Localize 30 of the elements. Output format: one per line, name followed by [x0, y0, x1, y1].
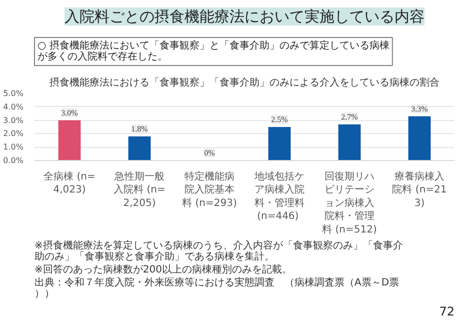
bar [268, 127, 291, 160]
text: ※摂食機能療法を算定している病棟のうち、介入内容が「食事観察のみ」「食事介助のみ」「食事観察と食事介助」である病棟を集計。 [34, 240, 403, 262]
y-tick-label: 5.0% [3, 89, 24, 98]
text: ※回答のあった病棟数が200以上の病棟種別のみを記載。 [34, 264, 292, 276]
data-label: 3.0% [61, 108, 78, 118]
chart-title: 入院料ごとの摂食機能療法において実施している内容 [64, 8, 424, 26]
x-tick-label: 療養病棟入院料 (n=213) [392, 170, 447, 209]
x-tick-label: 急性期一般入院料 (n=2,205) [114, 170, 166, 209]
x-tick-label: 特定機能病院入院基本料 (n=293) [182, 170, 237, 209]
text: 72 [439, 304, 455, 318]
y-tick-label: 0.0% [3, 156, 24, 165]
text: 摂食機能療法における「食事観察」「食事介助」のみによる介入をしている病棟の割合 [50, 76, 440, 88]
bar [128, 136, 151, 160]
bar [338, 124, 361, 160]
data-label: 1.8% [131, 124, 148, 134]
y-tick-label: 2.0% [3, 129, 24, 138]
bar [408, 116, 431, 160]
x-tick-label: 地域包括ケア病棟入院料・管理料 (n=446) [254, 170, 304, 222]
data-label: 2.7% [341, 112, 358, 122]
chart-subtitle: ○ 摂食機能療法において「食事観察」と「食事介助」のみで算定している病棟が多くの入院料で存在した。 [38, 40, 390, 62]
bar [58, 120, 81, 160]
y-tick-label: 3.0% [3, 116, 24, 125]
x-tick-label: 回復期リハビリテーション病棟入院料・管理料 (n=512) [322, 170, 377, 236]
data-label: 0% [204, 148, 216, 158]
y-tick-label: 4.0% [3, 102, 24, 112]
y-tick-label: 1.0% [3, 142, 24, 152]
source-note: 出典：令和７年度入院・外来医療等における実態調査 （病棟調査票（A票～D票）） [34, 276, 400, 300]
data-label: 3.3% [411, 104, 428, 114]
data-label: 2.5% [271, 115, 288, 124]
x-tick-label: 全病棟 (n=4,023) [44, 170, 96, 196]
